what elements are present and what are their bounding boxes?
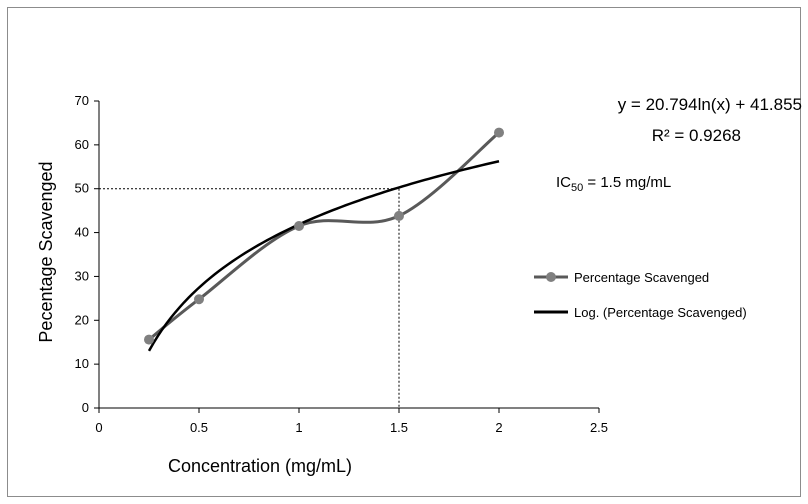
- data-point: [494, 127, 504, 138]
- legend-swatch-marker: [546, 272, 556, 282]
- trendline-log: [147, 160, 500, 352]
- legend: Percentage Scavenged Log. (Percentage Sc…: [534, 270, 747, 320]
- y-tick-label: 70: [75, 93, 89, 108]
- data-point: [144, 334, 154, 345]
- y-tick-label: 40: [75, 225, 89, 240]
- series-line-percentage-scavenged: [148, 131, 500, 341]
- x-tick-label: 2.5: [590, 420, 608, 435]
- series: [144, 127, 504, 352]
- y-tick-label: 20: [75, 312, 89, 327]
- y-tick-label: 50: [75, 181, 89, 196]
- ic50-prefix: IC: [556, 174, 571, 191]
- legend-item-log-trendline: Log. (Percentage Scavenged): [534, 305, 747, 320]
- x-axis-title: Concentration (mg/mL): [168, 456, 352, 476]
- legend-label: Log. (Percentage Scavenged): [574, 305, 747, 320]
- x-tick-label: 2: [495, 420, 502, 435]
- ic50-subscript: 50: [571, 182, 583, 194]
- legend-item-percentage-scavenged: Percentage Scavenged: [534, 270, 709, 285]
- reference-lines: [99, 188, 400, 408]
- equation-annotation: y = 20.794ln(x) + 41.855: [618, 95, 802, 114]
- y-tick-label: 30: [75, 268, 89, 283]
- y-axis-title: Pecentage Scavenged: [36, 161, 56, 342]
- x-tick-label: 1: [295, 420, 302, 435]
- ic50-suffix: = 1.5 mg/mL: [583, 174, 671, 191]
- legend-label: Percentage Scavenged: [574, 270, 709, 285]
- x-tick-label: 0: [95, 420, 102, 435]
- axes: [94, 100, 600, 413]
- chart-frame: [7, 7, 801, 497]
- x-tick-label: 0.5: [190, 420, 208, 435]
- x-tick-labels: 0 0.5 1 1.5 2 2.5: [95, 420, 608, 435]
- data-point: [194, 294, 204, 305]
- data-point: [294, 220, 304, 231]
- ic50-annotation: IC50 = 1.5 mg/mL: [556, 174, 671, 194]
- data-point: [394, 210, 404, 221]
- r-squared-annotation: R² = 0.9268: [652, 126, 741, 145]
- y-tick-labels: 0 10 20 30 40 50 60 70: [75, 93, 89, 415]
- y-tick-label: 10: [75, 356, 89, 371]
- x-tick-label: 1.5: [390, 420, 408, 435]
- y-tick-label: 60: [75, 137, 89, 152]
- y-tick-label: 0: [82, 400, 89, 415]
